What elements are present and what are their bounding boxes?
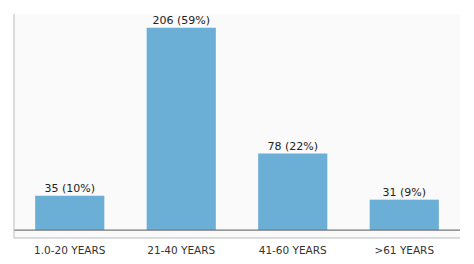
bars [35, 28, 439, 230]
x-tick-labels: 1.0-20 YEARS 21-40 YEARS 41-60 YEARS >61 YE… [34, 244, 434, 256]
data-label: 35 (10%) [44, 182, 95, 195]
plot-area [14, 14, 460, 238]
x-tick-label: 1.0-20 YEARS [34, 244, 106, 256]
chart: 35 (10%) 206 (59%) 78 (22%) 31 (9%) 1.0-20 Y… [0, 0, 474, 264]
x-tick-label: >61 YEARS [374, 244, 434, 256]
x-tick-label: 41-60 YEARS [259, 244, 327, 256]
data-label: 31 (9%) [382, 186, 426, 199]
bar [147, 28, 216, 230]
bar [35, 196, 104, 230]
y-axis-line [14, 14, 15, 238]
data-labels: 35 (10%) 206 (59%) 78 (22%) 31 (9%) [44, 14, 426, 199]
baseline [14, 230, 460, 231]
bar [370, 200, 439, 230]
bar [258, 154, 327, 231]
data-label: 206 (59%) [152, 14, 210, 27]
x-tick-label: 21-40 YEARS [147, 244, 215, 256]
data-label: 78 (22%) [267, 140, 318, 153]
x-axis-line [14, 238, 460, 239]
